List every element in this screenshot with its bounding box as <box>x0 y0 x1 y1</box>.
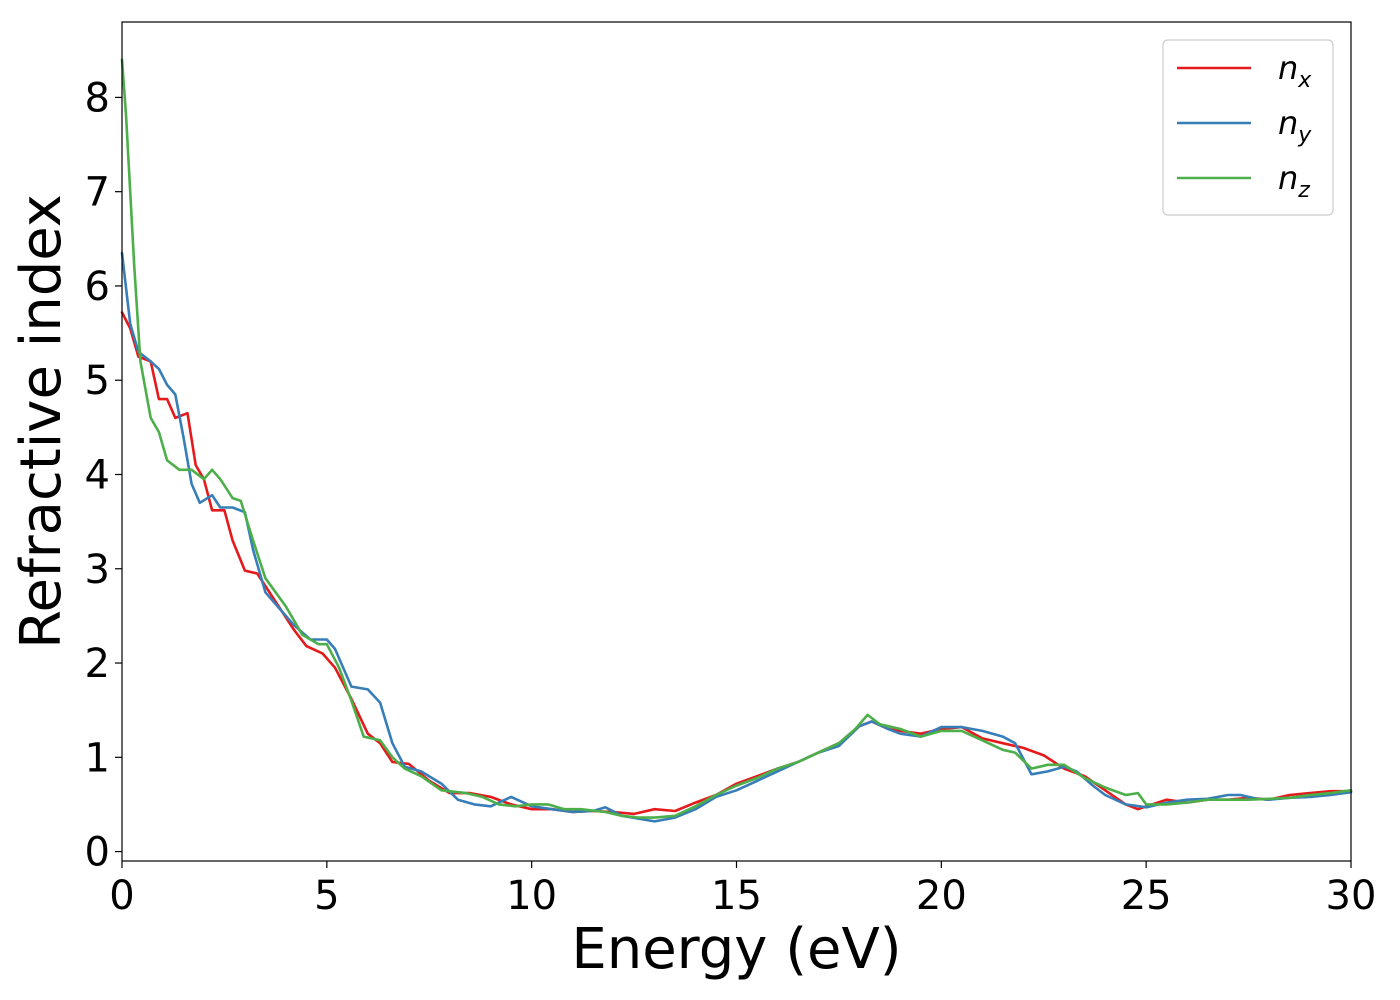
legend-label-n-z: nz <box>1278 159 1310 203</box>
y-tick-label: 8 <box>85 75 110 121</box>
series-line-n-z <box>120 58 1353 819</box>
y-tick-label: 5 <box>85 358 110 404</box>
y-tick-label: 3 <box>85 547 110 593</box>
y-tick-label: 2 <box>85 641 110 687</box>
x-tick-label: 10 <box>506 873 557 919</box>
x-tick-label: 15 <box>711 873 762 919</box>
x-tick-label: 20 <box>916 873 967 919</box>
y-axis-title: Refractive index <box>9 194 74 649</box>
x-tick-label: 5 <box>314 873 339 919</box>
y-tick-label: 4 <box>85 452 110 498</box>
x-axis: 0 5 10 15 20 25 30 <box>109 861 1376 919</box>
y-tick-label: 0 <box>85 830 110 876</box>
legend-box <box>1162 39 1334 216</box>
y-tick-label: 6 <box>85 264 110 310</box>
legend-label-n-x: nx <box>1278 49 1312 93</box>
y-tick-label: 7 <box>85 170 110 216</box>
x-tick-label: 25 <box>1121 873 1172 919</box>
x-tick-label: 30 <box>1326 873 1377 919</box>
series-layer <box>120 58 1353 823</box>
legend-label-n-y: ny <box>1278 104 1312 148</box>
legend: nx ny nz <box>1162 39 1334 216</box>
y-axis: 0 1 2 3 4 5 6 7 8 <box>85 75 122 876</box>
y-tick-label: 1 <box>85 735 110 781</box>
x-axis-title: Energy (eV) <box>571 917 901 982</box>
x-tick-label: 0 <box>109 873 134 919</box>
